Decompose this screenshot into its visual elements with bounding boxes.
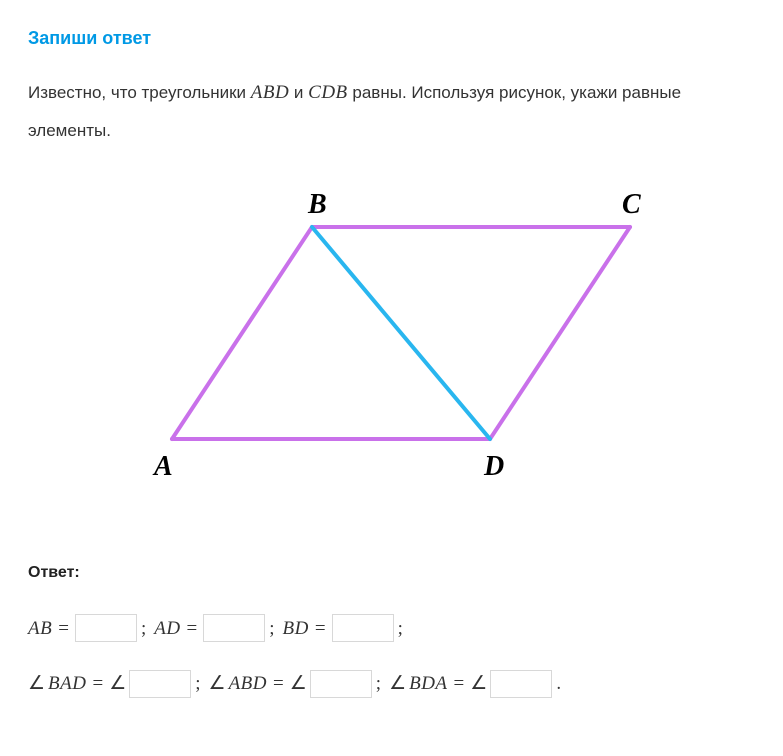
angle-symbol: ∠ bbox=[389, 659, 406, 708]
side-AD: AD bbox=[154, 604, 180, 653]
input-AD[interactable] bbox=[203, 614, 265, 642]
semicolon: ; bbox=[269, 604, 274, 653]
parallelogram-diagram: A B C D bbox=[132, 179, 652, 499]
input-angle-BAD[interactable] bbox=[129, 670, 191, 698]
diagram-container: A B C D bbox=[28, 179, 755, 504]
angle-symbol: ∠ bbox=[28, 659, 45, 708]
equals-sign: = bbox=[454, 659, 465, 708]
semicolon: ; bbox=[376, 659, 381, 708]
angle-ABD: ABD bbox=[229, 659, 267, 708]
side-AB: AB bbox=[28, 604, 52, 653]
input-angle-ABD[interactable] bbox=[310, 670, 372, 698]
svg-text:D: D bbox=[483, 451, 504, 482]
semicolon: ; bbox=[195, 659, 200, 708]
angle-symbol: ∠ bbox=[209, 659, 226, 708]
problem-statement: Известно, что треугольники ABD и CDB рав… bbox=[28, 73, 755, 149]
equals-sign: = bbox=[315, 604, 326, 653]
angle-symbol: ∠ bbox=[290, 659, 307, 708]
angle-symbol: ∠ bbox=[470, 659, 487, 708]
period: . bbox=[556, 659, 561, 708]
svg-text:B: B bbox=[307, 189, 327, 220]
section-heading: Запиши ответ bbox=[28, 28, 755, 49]
semicolon: ; bbox=[141, 604, 146, 653]
triangle-1: ABD bbox=[251, 82, 289, 103]
answer-row-2: ∠ BAD = ∠ ; ∠ ABD = ∠ ; ∠ BDA = ∠ . bbox=[28, 659, 755, 708]
equals-sign: = bbox=[92, 659, 103, 708]
svg-text:A: A bbox=[152, 451, 173, 482]
angle-BDA: BDA bbox=[409, 659, 447, 708]
svg-text:C: C bbox=[622, 189, 641, 220]
equals-sign: = bbox=[58, 604, 69, 653]
input-BD[interactable] bbox=[332, 614, 394, 642]
angle-symbol: ∠ bbox=[109, 659, 126, 708]
equals-sign: = bbox=[187, 604, 198, 653]
semicolon: ; bbox=[398, 604, 403, 653]
angle-BAD: BAD bbox=[48, 659, 86, 708]
equals-sign: = bbox=[273, 659, 284, 708]
problem-text-2: и bbox=[294, 83, 308, 102]
answer-heading: Ответ: bbox=[28, 564, 755, 582]
answer-row-1: AB = ; AD = ; BD = ; bbox=[28, 604, 755, 653]
triangle-2: CDB bbox=[308, 82, 348, 103]
answer-area: AB = ; AD = ; BD = ; ∠ BAD = ∠ ; ∠ ABD =… bbox=[28, 604, 755, 709]
problem-text-1: Известно, что треугольники bbox=[28, 83, 251, 102]
input-angle-BDA[interactable] bbox=[490, 670, 552, 698]
input-AB[interactable] bbox=[75, 614, 137, 642]
side-BD: BD bbox=[283, 604, 309, 653]
